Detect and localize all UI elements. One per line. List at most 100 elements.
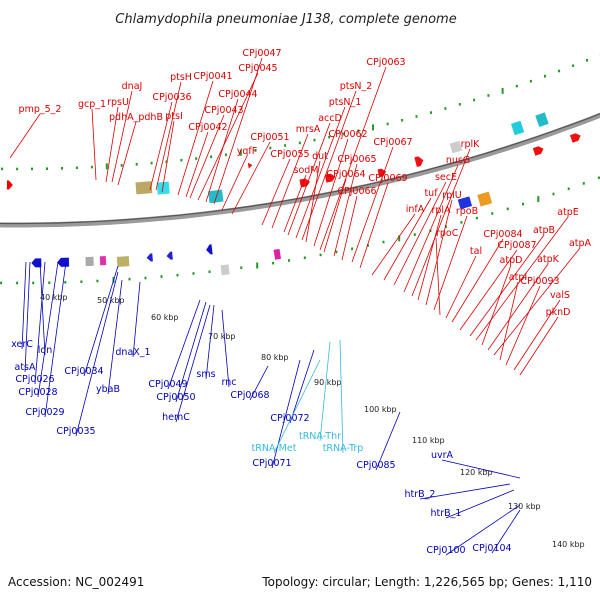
rna-label-tRNA-Met: tRNA-Met [252, 359, 321, 454]
svg-text:rnc: rnc [222, 377, 237, 388]
scale-tick-outer [284, 144, 287, 147]
rev-label-CPj0028: CPj0028 [18, 261, 59, 398]
svg-text:CPj0093: CPj0093 [520, 276, 559, 287]
scale-tick-inner [64, 281, 67, 284]
fwd-label-rpoB: rpoB [433, 206, 478, 311]
svg-text:mrsA: mrsA [296, 124, 321, 135]
scale-tick-inner [208, 270, 211, 273]
svg-text:gcp_1: gcp_1 [78, 99, 106, 110]
scale-tick-inner [475, 216, 478, 220]
scale-tick-inner [319, 253, 322, 257]
scale-tick-inner [522, 202, 524, 206]
svg-text:tRNA-Trp: tRNA-Trp [323, 443, 364, 454]
svg-text:CPj0036: CPj0036 [152, 92, 191, 103]
scale-tick-outer [572, 64, 575, 67]
fwd-label-atpK: atpK [487, 254, 560, 351]
svg-text:accD: accD [318, 113, 342, 124]
svg-text:rplU: rplU [442, 190, 462, 201]
feature-block [535, 112, 549, 128]
scale-tick-outer [46, 167, 48, 170]
scale-tick-outer [328, 135, 331, 139]
svg-text:htrB_2: htrB_2 [405, 489, 436, 500]
svg-text:CPj0100: CPj0100 [426, 545, 465, 556]
map-title: Chlamydophila pneumoniae J138, complete … [115, 12, 456, 27]
svg-text:tRNA-Met: tRNA-Met [252, 443, 297, 454]
fwd-label-CPj0084: CPj0084 [451, 229, 523, 323]
kbp-label: 110 kbp [412, 436, 445, 445]
scale-tick-outer [90, 165, 93, 169]
scale-tick-outer [357, 129, 360, 133]
fwd-label-infA: infA [371, 204, 425, 276]
rev-label-hemC: hemC [162, 304, 211, 423]
fwd-label-valS: valS [513, 290, 570, 371]
feature-block [31, 258, 42, 268]
rev-label-htrB_1: htrB_1 [431, 489, 515, 519]
fwd-label-pmp_5_2: pmp_5_2 [9, 104, 61, 159]
rev-label-CPj0068: CPj0068 [230, 365, 270, 401]
svg-text:atpK: atpK [537, 254, 560, 265]
feature-block [449, 140, 463, 154]
fwd-label-CPj0036: CPj0036 [149, 92, 192, 191]
svg-text:CPj0047: CPj0047 [242, 48, 281, 59]
rev-label-CPj0035: CPj0035 [56, 271, 119, 437]
scale-tick-inner [80, 280, 83, 283]
fwd-label-CPj0065: CPj0065 [333, 154, 377, 257]
feature-block [247, 162, 253, 169]
scale-tick-inner [567, 187, 570, 191]
svg-text:CPj0071: CPj0071 [252, 458, 291, 469]
fwd-label-CPj0063: CPj0063 [319, 57, 406, 251]
fwd-label-CPj0041: CPj0041 [177, 71, 233, 196]
scale-tick-inner [160, 275, 163, 278]
kbp-label: 80 kbp [261, 353, 289, 362]
scale-tick-outer [210, 155, 213, 158]
svg-text:CPj0064: CPj0064 [326, 169, 365, 180]
svg-text:CPj0051: CPj0051 [250, 132, 289, 143]
svg-text:uvrA: uvrA [431, 450, 454, 461]
scale-tick-outer [487, 94, 490, 97]
fwd-label-CPj0051: CPj0051 [231, 132, 290, 215]
kbp-label: 140 kbp [552, 540, 585, 549]
svg-text:CPj0067: CPj0067 [373, 137, 412, 148]
scale-tick-outer [401, 119, 404, 122]
scale-tick-inner [16, 281, 19, 285]
rev-label-CPj0085: CPj0085 [356, 411, 401, 471]
scale-tick-outer [180, 158, 183, 162]
scale-tick-inner [506, 207, 509, 211]
svg-text:yqfF: yqfF [237, 146, 257, 157]
scale-tick-outer [61, 167, 63, 170]
feature-block [99, 256, 107, 266]
svg-text:rpsU: rpsU [107, 97, 129, 108]
svg-text:CPj0104: CPj0104 [472, 543, 511, 554]
scale-tick-inner [96, 279, 99, 283]
feature-block [510, 120, 525, 136]
fwd-label-dut: dut [305, 151, 328, 243]
svg-text:sms: sms [196, 369, 215, 380]
scale-tick-outer [586, 59, 588, 62]
fwd-label-rpsU: rpsU [105, 97, 129, 183]
kbp-label: 130 kbp [508, 502, 541, 511]
scale-tick-inner [288, 259, 290, 262]
svg-text:CPj0042: CPj0042 [188, 122, 227, 133]
svg-text:rplA: rplA [431, 205, 451, 216]
feature-block [324, 173, 336, 183]
fwd-label-CPj0067: CPj0067 [351, 137, 413, 263]
rev-label-CPj0029: CPj0029 [25, 261, 67, 418]
svg-text:atpD: atpD [500, 255, 523, 266]
feature-block [57, 257, 70, 267]
scale-tick-outer [473, 98, 476, 102]
feature-block [85, 256, 94, 267]
fwd-label-CPj0042: CPj0042 [185, 122, 228, 198]
svg-text:dnaX_1: dnaX_1 [115, 347, 150, 358]
svg-text:CPj0055: CPj0055 [270, 149, 309, 160]
fwd-label-tal: tal [445, 246, 482, 319]
svg-text:CPj0084: CPj0084 [483, 229, 522, 240]
fwd-label-CPj0047: CPj0047 [213, 48, 282, 205]
svg-text:atpB: atpB [533, 225, 555, 236]
feature-block [532, 146, 544, 156]
fwd-label-CPj0087: CPj0087 [459, 240, 537, 331]
svg-text:pdhA_pdhB: pdhA_pdhB [109, 112, 163, 123]
scale-tick-inner [48, 281, 51, 284]
scale-tick-inner [32, 281, 35, 285]
